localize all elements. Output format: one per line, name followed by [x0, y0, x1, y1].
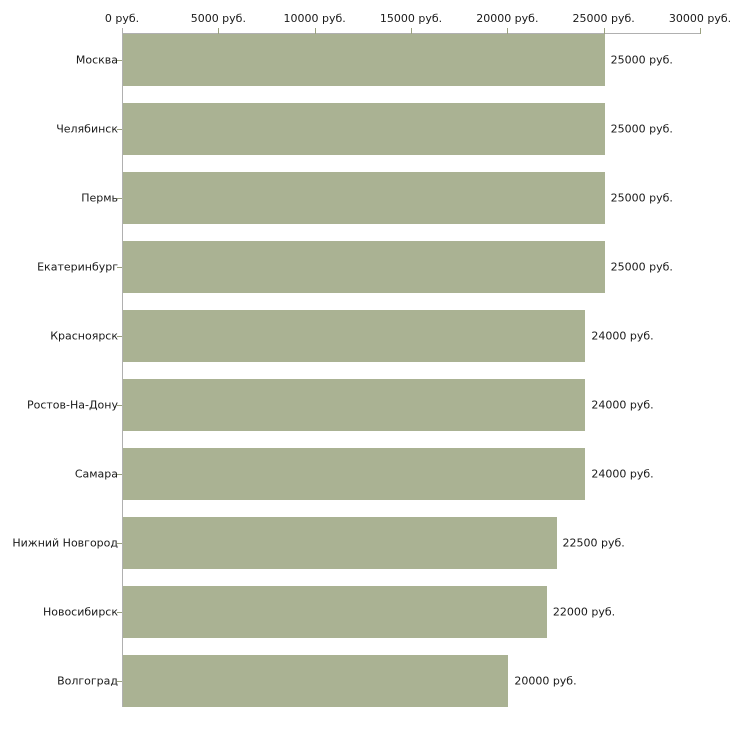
x-axis-tick [603, 28, 605, 34]
bar[interactable] [123, 241, 605, 293]
y-axis-tick [117, 198, 122, 199]
x-axis-tick [411, 28, 412, 34]
bar-value-label: 20000 руб. [514, 674, 577, 688]
bar-value-label: 24000 руб. [591, 467, 654, 481]
x-axis-tick-label: 5000 руб. [190, 12, 246, 25]
bar-value-label: 22500 руб. [562, 536, 625, 550]
x-axis-tick-label: 25000 руб. [572, 12, 635, 25]
bar[interactable] [123, 310, 586, 362]
bar-value-label: 25000 руб. [610, 260, 673, 274]
y-axis-tick [117, 681, 122, 682]
x-axis: 0 руб. 5000 руб. 10000 руб. 15000 руб. 20000… [0, 0, 730, 40]
x-axis-tick [218, 28, 220, 34]
category-label: Пермь [81, 191, 118, 205]
bar[interactable] [123, 103, 605, 155]
bar[interactable] [123, 448, 586, 500]
y-axis-tick [117, 474, 122, 475]
y-axis-spine [122, 33, 123, 707]
bar[interactable] [123, 172, 605, 224]
category-label: Москва [75, 53, 118, 67]
bar-value-label: 25000 руб. [610, 122, 673, 136]
x-axis-tick [700, 28, 701, 34]
category-label: Нижний Новгород [12, 536, 118, 550]
bar-value-label: 22000 руб. [552, 605, 616, 619]
bar[interactable] [123, 379, 586, 431]
x-axis-tick [314, 28, 316, 34]
category-label: Екатеринбург [37, 260, 118, 274]
y-axis-tick [117, 267, 122, 268]
y-axis-tick [117, 405, 122, 406]
bar-value-label: 24000 руб. [591, 329, 654, 343]
bar-value-label: 25000 руб. [610, 53, 673, 67]
category-label: Волгоград [57, 674, 118, 688]
category-label: Красноярск [50, 329, 118, 343]
y-axis-tick [117, 612, 122, 613]
y-axis-tick [117, 129, 122, 130]
category-label: Самара [74, 467, 118, 481]
bar[interactable] [123, 586, 547, 638]
bar[interactable] [123, 655, 509, 707]
bar-value-label: 25000 руб. [610, 191, 673, 205]
x-axis-tick-label: 15000 руб. [379, 12, 443, 25]
bar[interactable] [123, 34, 605, 86]
y-axis-tick [117, 336, 122, 337]
x-axis-tick-label: 10000 руб. [283, 12, 346, 25]
x-axis-tick [507, 28, 509, 34]
y-axis-tick [117, 60, 122, 61]
category-label: Новосибирск [42, 605, 118, 619]
x-axis-tick-label: 20000 руб. [476, 12, 539, 25]
x-axis-tick [122, 28, 123, 34]
category-label: Ростов-На-Дону [26, 398, 118, 412]
bar[interactable] [123, 517, 557, 569]
bar-value-label: 24000 руб. [591, 398, 654, 412]
y-axis-tick [117, 543, 122, 544]
x-axis-tick-label: 30000 руб. [668, 12, 730, 25]
category-label: Челябинск [56, 122, 118, 136]
x-axis-tick-label: 0 руб. [104, 12, 140, 25]
